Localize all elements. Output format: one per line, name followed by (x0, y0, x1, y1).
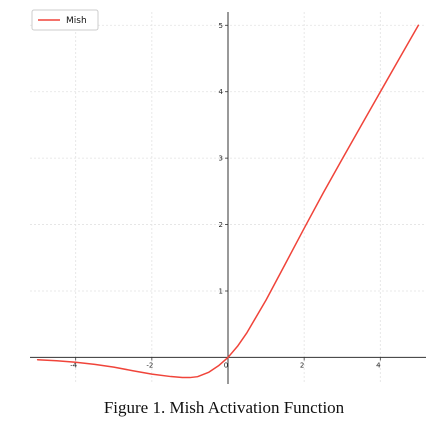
y-tick-label: 1 (219, 288, 223, 296)
legend: Mish (31, 9, 99, 31)
x-tick-label: 0 (224, 361, 228, 369)
y-tick-label: 2 (219, 221, 223, 229)
figure-caption: Figure 1. Mish Activation Function (103, 398, 345, 417)
series-layer (36, 24, 420, 379)
legend-box (31, 9, 99, 31)
x-tick-label: 4 (376, 361, 381, 369)
y-tick-label: 4 (219, 88, 224, 96)
axes (30, 12, 426, 384)
x-tick-label: -4 (70, 361, 78, 369)
mish-chart: -4 -2 0 2 4 1 2 3 4 5 Mish (30, 9, 426, 384)
y-tick-label: 5 (219, 22, 223, 30)
x-tick-label: 2 (300, 361, 304, 369)
y-tick-label: 3 (219, 155, 223, 163)
ticks: -4 -2 0 2 4 1 2 3 4 5 (70, 22, 381, 370)
legend-label-mish: Mish (66, 16, 87, 26)
x-tick-label: -2 (146, 361, 153, 369)
series-line-mish (36, 24, 420, 379)
